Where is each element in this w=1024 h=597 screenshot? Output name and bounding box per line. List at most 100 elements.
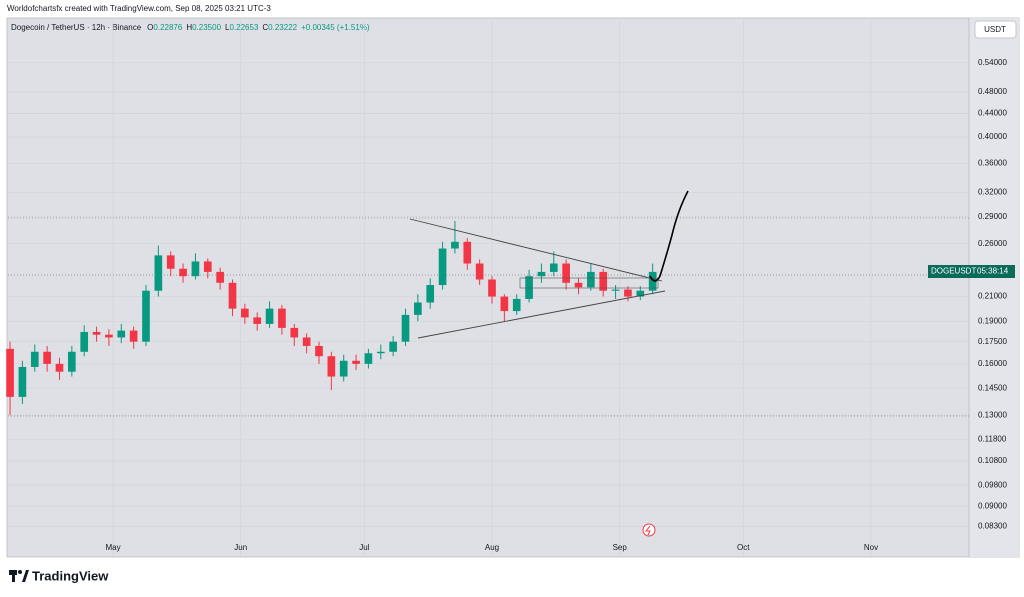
x-tick-label: Sep <box>613 543 628 552</box>
candle-body <box>624 289 632 297</box>
y-tick-label: 0.09800 <box>978 480 1007 489</box>
legend: Dogecoin / TetherUS · 12h · Binance O0.22… <box>11 23 370 32</box>
ohlc-label: O <box>147 23 153 32</box>
candle-body <box>302 337 311 346</box>
candle-body <box>216 271 224 283</box>
candle-body <box>500 296 509 312</box>
y-tick-label: 0.29000 <box>978 212 1007 221</box>
trendline <box>417 290 666 339</box>
grid <box>8 18 969 557</box>
drawn-arrow <box>649 190 689 282</box>
y-tick-label: 0.10800 <box>978 456 1007 465</box>
candle-body <box>512 298 521 312</box>
candle-body <box>6 348 14 397</box>
candle-body <box>265 308 274 324</box>
price-axis <box>969 18 1019 557</box>
candle-body <box>389 341 397 352</box>
candle-body <box>525 276 533 299</box>
y-tick-label: 0.54000 <box>978 58 1007 67</box>
ohlc-label: H <box>186 23 192 32</box>
candle-body <box>414 302 422 315</box>
ohlc-value: 0.23222 <box>268 23 297 32</box>
candle-body <box>475 263 484 280</box>
candle-body <box>278 308 286 328</box>
candle-body <box>179 268 187 277</box>
price-label-box <box>928 265 1015 278</box>
candle-body <box>636 290 645 297</box>
candle-body <box>537 271 546 277</box>
y-tick-label: 0.48000 <box>978 87 1007 96</box>
y-tick-label: 0.44000 <box>978 109 1007 118</box>
x-tick-label: Aug <box>485 543 499 552</box>
candle-body <box>117 330 126 338</box>
candle-body <box>129 330 138 342</box>
candle-body <box>599 271 608 291</box>
candle-body <box>80 331 89 352</box>
candle-body <box>451 241 459 249</box>
candle-body <box>562 263 570 283</box>
candle-body <box>290 327 299 338</box>
candle-body <box>463 241 472 264</box>
candles <box>6 220 657 416</box>
change: +0.00345 (+1.51%) <box>301 23 370 32</box>
candle-body <box>574 282 583 288</box>
event-icon[interactable] <box>642 523 656 537</box>
logo-mark <box>18 570 22 574</box>
x-tick-label: May <box>105 543 120 552</box>
candle-body <box>203 261 212 272</box>
candle-body <box>154 255 163 291</box>
candle-body <box>401 314 410 342</box>
event-icon-bolt <box>644 525 651 536</box>
y-tick-label: 0.32000 <box>978 187 1007 196</box>
y-tick-label: 0.40000 <box>978 132 1007 141</box>
y-tick-label: 0.11800 <box>978 434 1007 443</box>
ohlc-value: 0.22653 <box>229 23 258 32</box>
y-tick-label: 0.19000 <box>978 316 1007 325</box>
candle-body <box>43 351 51 364</box>
candle-body <box>142 290 150 342</box>
currency-button[interactable] <box>974 20 1017 39</box>
y-tick-label: 0.09000 <box>978 501 1007 510</box>
candle-body <box>488 279 496 297</box>
ohlc-value: 0.23500 <box>192 23 221 32</box>
x-tick-label: Jul <box>359 543 369 552</box>
symbol: Dogecoin / TetherUS · 12h · Binance <box>11 23 142 32</box>
candle-body <box>55 363 64 372</box>
currency: USDT <box>984 25 1006 34</box>
range-box <box>519 277 659 289</box>
y-tick-label: 0.26000 <box>978 239 1007 248</box>
candle-body <box>648 271 657 291</box>
candle-body <box>68 351 76 372</box>
y-tick-label: 0.16000 <box>978 359 1007 368</box>
candle-body <box>92 331 101 335</box>
candle-body <box>364 353 373 364</box>
ohlc-value: 0.22876 <box>153 23 182 32</box>
source-text: Worldofchartsfx created with TradingView… <box>7 4 271 13</box>
candle-body <box>352 360 360 364</box>
candle-body <box>315 345 323 357</box>
chart-frame <box>6 17 1020 558</box>
ohlc-label: L <box>225 23 230 32</box>
logo-mark <box>12 570 15 582</box>
logo-mark <box>22 570 29 582</box>
ohlc-label: C <box>262 23 268 32</box>
candle-body <box>438 248 447 286</box>
trendline <box>409 218 663 282</box>
candle-body <box>241 308 249 318</box>
candle-body <box>426 285 435 303</box>
candle-body <box>228 282 237 309</box>
candle-body <box>327 356 336 377</box>
candle-body <box>30 351 39 367</box>
y-tick-label: 0.14500 <box>978 383 1007 392</box>
y-tick-label: 0.17500 <box>978 337 1007 346</box>
candle-body <box>166 255 175 269</box>
candle-body <box>253 317 262 324</box>
candle-body <box>18 366 27 397</box>
brand: TradingView <box>32 568 109 583</box>
x-tick-label: Nov <box>864 543 878 552</box>
y-tick-label: 0.13000 <box>978 410 1007 419</box>
candle-body <box>587 271 595 288</box>
candle-body <box>376 351 385 354</box>
